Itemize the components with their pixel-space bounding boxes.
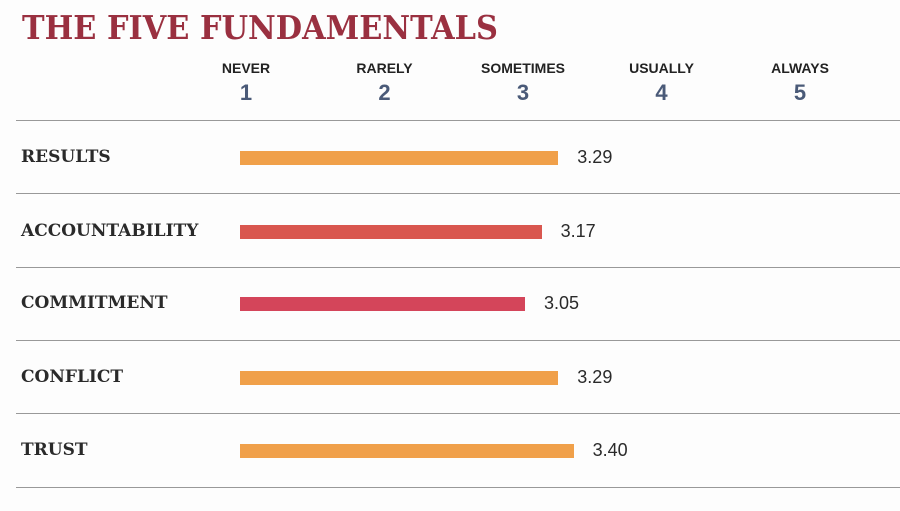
value-label: 3.17	[560, 221, 596, 241]
chart-title: THE FIVE FUNDAMENTALS	[22, 8, 498, 47]
bar	[240, 444, 574, 458]
scale-label: ALWAYS	[771, 60, 829, 76]
scale-tick-label: 4	[655, 80, 668, 105]
category-label: TRUST	[21, 440, 88, 460]
scale-label: NEVER	[221, 60, 271, 76]
divider	[16, 413, 900, 414]
value-label: 3.29	[577, 367, 613, 387]
divider	[16, 120, 900, 121]
category-label: RESULTS	[21, 147, 111, 167]
category-label: ACCOUNTABILITY	[21, 221, 199, 241]
bar	[240, 371, 559, 385]
scale-tick-label: 3	[516, 80, 530, 105]
category-label: CONFLICT	[21, 367, 124, 387]
value-label: 3.40	[592, 440, 628, 460]
divider	[16, 340, 900, 341]
value-label: 3.29	[577, 147, 613, 167]
scale-tick-label: 1	[239, 80, 253, 105]
divider	[16, 487, 900, 488]
divider	[16, 267, 900, 268]
divider	[16, 193, 900, 194]
scale-tick-label: 2	[378, 80, 391, 105]
scale-tick-label: 5	[793, 80, 807, 105]
scale-label: USUALLY	[629, 60, 694, 76]
value-label: 3.05	[543, 293, 579, 313]
scale-label: RARELY	[356, 60, 413, 76]
bar	[240, 225, 542, 239]
category-label: COMMITMENT	[21, 293, 168, 313]
bar	[240, 297, 525, 311]
bar	[240, 151, 559, 165]
scale-label: SOMETIMES	[480, 60, 565, 76]
